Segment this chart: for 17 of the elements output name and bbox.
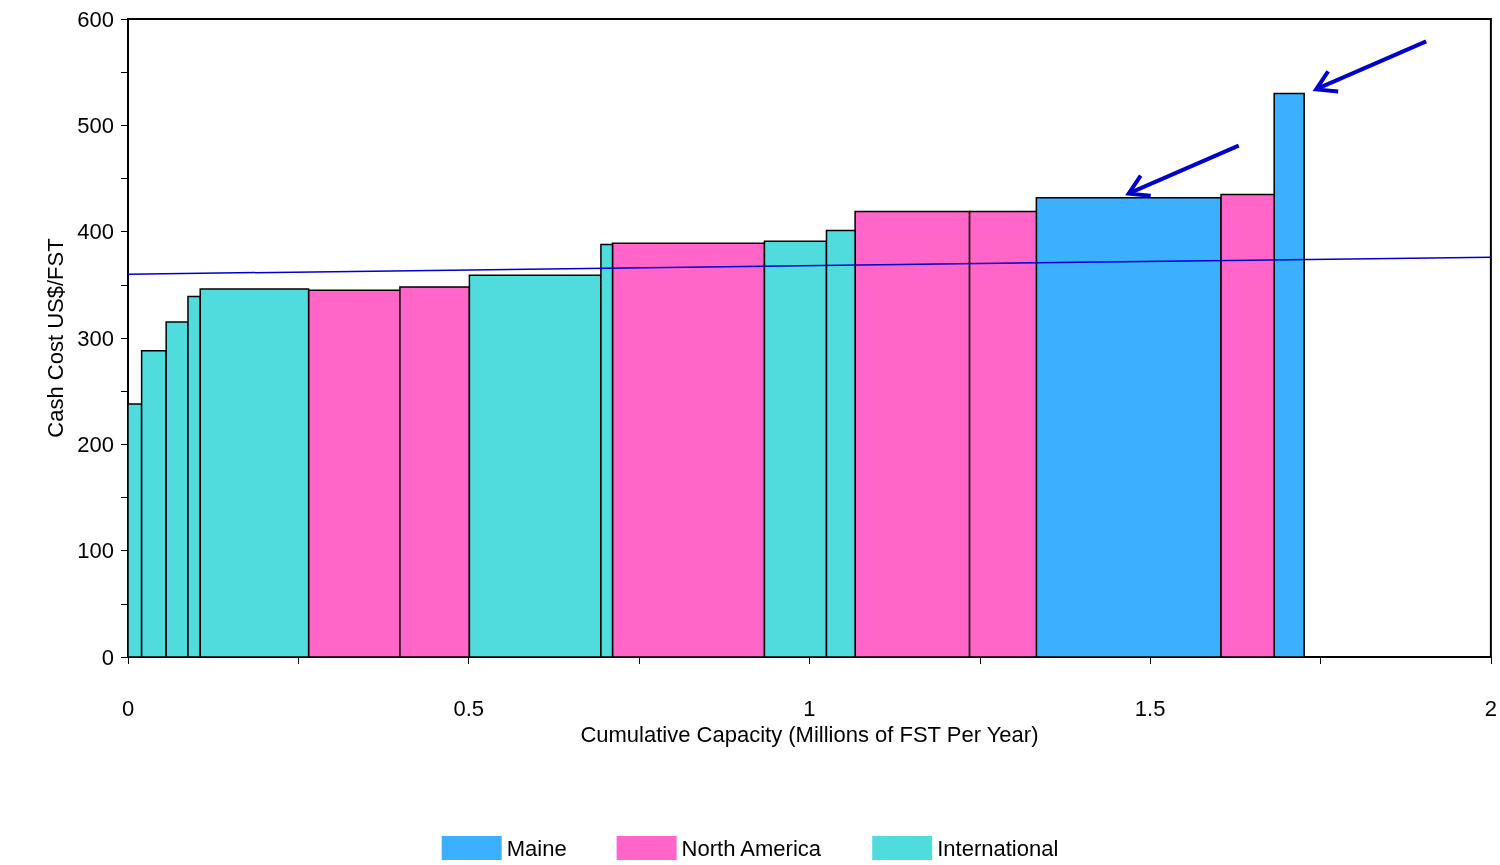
y-tick-label: 300 <box>77 325 114 351</box>
legend-label: International <box>937 835 1059 861</box>
y-axis-title: Cash Cost US$/FST <box>42 238 68 438</box>
legend-label: North America <box>681 835 822 861</box>
y-tick-label: 400 <box>77 219 114 245</box>
x-tick-label: 1 <box>803 695 816 721</box>
y-tick-label: 200 <box>77 431 114 457</box>
y-tick-label: 0 <box>101 644 114 670</box>
x-tick-label: 0 <box>121 695 135 721</box>
legend-label: Maine <box>506 835 567 861</box>
x-axis-title: Cumulative Capacity (Millions of FST Per Year) <box>580 722 1039 748</box>
y-tick-label: 500 <box>77 112 114 138</box>
x-tick-label: 0.5 <box>453 695 485 721</box>
y-tick-label: 100 <box>77 538 114 564</box>
x-tick-label: 2 <box>1484 695 1498 721</box>
x-tick-label: 1.5 <box>1134 695 1166 721</box>
y-tick-label: 600 <box>77 6 114 32</box>
